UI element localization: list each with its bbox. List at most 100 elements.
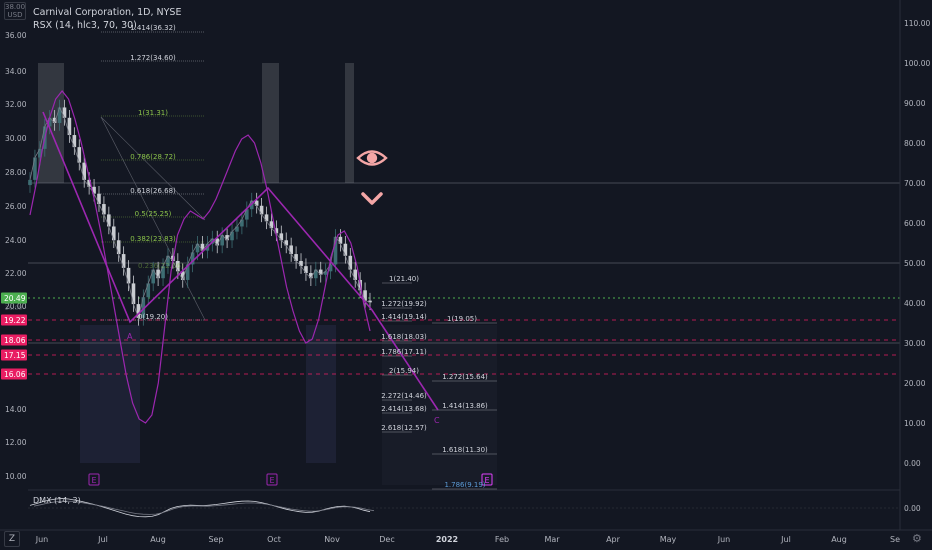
price-tick-hidden: 26.00 — [5, 305, 22, 312]
candle-body — [254, 200, 259, 206]
indicator-label[interactable]: RSX (14, hlc3, 70, 30) — [33, 20, 137, 31]
chevron-down-icon — [361, 192, 383, 205]
price-marker-label: 18.06 — [4, 336, 26, 345]
candle-body — [318, 269, 323, 275]
time-tick: Oct — [267, 535, 281, 544]
event-marker-label: E — [485, 476, 490, 485]
price-marker-label: 17.15 — [4, 351, 26, 360]
candle-body — [299, 260, 303, 267]
indicator-tick: 110.00 — [904, 19, 930, 28]
fib-level-label: 1.414(19.14) — [381, 313, 427, 321]
candle-body — [190, 252, 195, 265]
candle-body — [200, 243, 205, 251]
price-tick: 14.00 — [5, 405, 27, 414]
candle-body — [220, 235, 224, 246]
candle-body — [259, 205, 264, 215]
fib-upper-lines — [101, 31, 205, 321]
candle-body — [304, 266, 308, 274]
time-tick: Jul — [97, 535, 108, 544]
time-tick: Se — [890, 535, 900, 544]
fib-level-label: 1.618(11.30) — [442, 446, 488, 454]
event-marker[interactable] — [481, 473, 493, 486]
price-tick: 34.00 — [5, 67, 27, 76]
event-marker[interactable] — [266, 473, 278, 486]
symbol-title[interactable]: Carnival Corporation, 1D, NYSE — [33, 7, 182, 18]
dmx-signal-line — [33, 500, 375, 515]
indicator-tick: 20.00 — [904, 379, 926, 388]
fib-level-label: 1.618(18.03) — [381, 333, 427, 341]
candle-body — [161, 266, 165, 279]
price-marker-label: 19.22 — [4, 316, 26, 325]
candle-body — [111, 226, 116, 241]
indicator-tick: 0.00 — [904, 459, 921, 468]
indicator-tick: 100.00 — [904, 59, 930, 68]
fib-level-label: 2(15.94) — [389, 367, 419, 375]
price-tick: 10.00 — [5, 472, 27, 481]
candle-body — [279, 233, 284, 241]
wave-label-a: A — [127, 332, 133, 341]
indicator-axis: 110.00 100.00 90.00 80.00 70.00 60.00 50.00 40.… — [904, 19, 930, 468]
event-marker-label: E — [92, 476, 97, 485]
candle-body — [333, 236, 338, 265]
time-axis: Jun Jul Aug Sep Oct Nov Dec 2022 Feb Mar Apr May Jun… — [35, 535, 900, 544]
wave-label-c: C — [434, 416, 440, 425]
highlight-zone — [262, 63, 279, 183]
time-tick: Apr — [606, 535, 621, 544]
indicator-tick: 40.00 — [904, 299, 926, 308]
zoom-button[interactable]: Z — [4, 531, 20, 547]
candle-body — [328, 264, 333, 272]
price-tick: 20.00 — [5, 302, 27, 311]
dmx-line — [29, 498, 371, 518]
candle-body — [313, 269, 318, 279]
candle-body — [146, 283, 151, 298]
price-marker-badge — [1, 368, 27, 380]
currency-badge[interactable]: 38.00 USD — [4, 2, 26, 20]
fib-fan-line — [100, 116, 206, 221]
candle-body — [363, 290, 367, 301]
time-tick: Mar — [544, 535, 560, 544]
rsx-line — [29, 90, 371, 424]
time-tick: May — [660, 535, 677, 544]
price-markers: 20.49 19.22 18.06 17.15 16.06 — [1, 292, 27, 380]
fib-lower-labels: 1(21.40) 1.272(19.92) 1.414(19.14) 1(19.05)… — [381, 275, 488, 489]
indicator-tick: 60.00 — [904, 219, 926, 228]
candle-body — [102, 204, 106, 215]
fib-level-label: 1(19.05) — [447, 315, 477, 323]
candle-body — [180, 271, 185, 280]
candle-body — [87, 179, 91, 187]
indicator-tick: 10.00 — [904, 419, 926, 428]
candle-body — [33, 157, 37, 180]
candle-body — [176, 260, 180, 272]
event-marker[interactable] — [88, 473, 100, 486]
time-tick: Dec — [379, 535, 394, 544]
price-line — [29, 106, 371, 320]
candle-body — [166, 255, 170, 267]
eye-icon-outline — [356, 150, 388, 166]
price-axis: 36.00 34.00 32.00 30.00 28.00 26.00 24.00 22.00… — [5, 31, 27, 481]
candle-body — [225, 235, 229, 241]
gear-icon[interactable]: ⚙ — [912, 532, 922, 545]
price-tick: 32.00 — [5, 100, 27, 109]
fib-level-label: 0.786(28.72) — [130, 153, 176, 161]
price-tick: 36.00 — [5, 31, 27, 40]
currency-label: USD — [7, 11, 23, 19]
top-price-value: 38.00 — [5, 3, 26, 11]
fib-level-label: 1.414(13.86) — [442, 402, 488, 410]
price-marker-label: 20.49 — [4, 294, 26, 303]
candle-body — [156, 269, 160, 279]
price-tick: 22.00 — [5, 269, 27, 278]
fib-level-label: 1.272(15.64) — [442, 373, 488, 381]
obscured-fib-label: 0.236(22.06) — [138, 262, 184, 270]
price-tick: 28.00 — [5, 168, 27, 177]
wave-lines — [42, 111, 439, 411]
price-tick: 12.00 — [5, 438, 27, 447]
highlight-zones — [38, 63, 497, 485]
time-tick: Feb — [495, 535, 509, 544]
dmx-axis-tick: 0.00 — [904, 504, 921, 513]
fib-level-label: 1(21.40) — [389, 275, 419, 283]
candle-body — [353, 269, 358, 280]
fib-level-label: 2.414(13.68) — [381, 405, 427, 413]
candle-body — [72, 135, 77, 148]
fib-upper-labels: 1.414(36.32) 1.272(34.60) 1(31.31) 0.786(28… — [130, 24, 176, 321]
